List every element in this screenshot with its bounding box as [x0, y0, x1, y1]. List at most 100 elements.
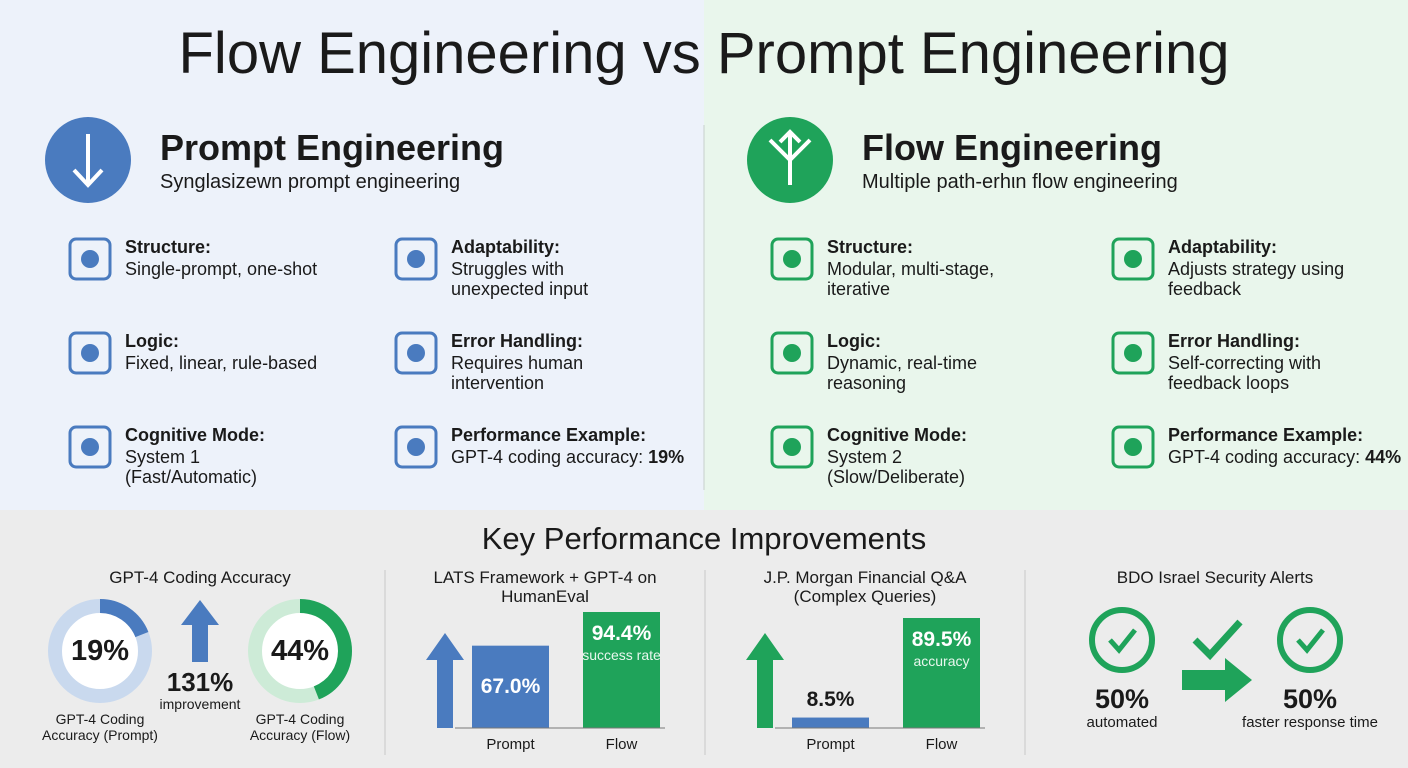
item-icon — [394, 237, 438, 281]
item-emphasis: 44% — [1360, 447, 1402, 467]
side-heading: Flow Engineering — [862, 127, 1163, 168]
section-title: Key Performance Improvements — [481, 521, 927, 556]
item-label: Error Handling: — [451, 331, 584, 351]
left-bg — [0, 0, 704, 510]
bar-note: success rate — [582, 647, 661, 663]
item-icon — [770, 425, 814, 469]
item-label: Adaptability: — [451, 237, 561, 257]
item-icon — [770, 331, 814, 375]
bar — [792, 717, 869, 728]
item-icon — [81, 438, 99, 456]
panel-title: LATS Framework + GPT-4 on HumanEval — [433, 568, 657, 607]
improvement-label: improvement — [159, 696, 241, 712]
stat-icon — [1277, 607, 1343, 673]
item-icon — [81, 344, 99, 362]
up-arrow — [426, 633, 464, 728]
item-icon — [68, 331, 112, 375]
item-text: Requires human intervention — [451, 353, 584, 394]
item-text: Modular, multi-stage, iterative — [827, 259, 995, 300]
item-label: Logic: — [125, 331, 179, 351]
stat-value: 50% — [1282, 684, 1338, 714]
right-bg — [704, 0, 1408, 510]
item-label: Structure: — [125, 237, 212, 257]
item-icon — [783, 344, 801, 362]
item-text: Adjusts strategy using feedback — [1168, 259, 1345, 300]
up-arrow — [746, 633, 784, 728]
item-icon — [783, 438, 801, 456]
x-label: Prompt — [486, 736, 535, 753]
panel-title: J.P. Morgan Financial Q&A (Complex Queri… — [763, 568, 967, 607]
item-label: Performance Example: — [451, 425, 647, 445]
donut-arc — [248, 599, 352, 703]
bar-label: 67.0% — [480, 674, 541, 698]
item-text: Struggles with unexpected input — [451, 259, 589, 300]
x-label: Prompt — [806, 736, 855, 753]
item-icon — [407, 438, 425, 456]
item-icon — [1111, 425, 1155, 469]
item-label: Adaptability: — [1168, 237, 1278, 257]
stat-caption: automated — [1086, 714, 1158, 731]
item-label: Cognitive Mode: — [827, 425, 967, 445]
item-icon — [68, 237, 112, 281]
item-text: Single-prompt, one-shot — [125, 259, 318, 279]
item-label: Logic: — [827, 331, 881, 351]
item-icon — [1111, 331, 1155, 375]
item-icon — [783, 250, 801, 268]
stat-icon — [1296, 628, 1325, 654]
item-icon — [407, 344, 425, 362]
donut-arc — [48, 599, 152, 703]
item-label: Structure: — [827, 237, 914, 257]
check — [1192, 619, 1243, 661]
item-label: Cognitive Mode: — [125, 425, 265, 445]
right-arrow — [1182, 658, 1252, 702]
stat-icon — [1108, 628, 1137, 654]
item-icon — [394, 425, 438, 469]
stat-caption: faster response time — [1242, 714, 1378, 731]
bar-label: 89.5% — [911, 628, 972, 651]
item-icon — [770, 237, 814, 281]
side-heading: Prompt Engineering — [160, 127, 505, 168]
bar — [472, 645, 549, 728]
side-subtitle: Synglasizewn prompt engineering — [160, 171, 461, 193]
x-label: Flow — [605, 736, 638, 753]
item-icon — [1124, 250, 1142, 268]
item-icon — [1124, 438, 1142, 456]
item-icon — [81, 250, 99, 268]
item-label: Performance Example: — [1168, 425, 1364, 445]
bottom-bg — [0, 510, 1408, 768]
bar — [903, 618, 980, 728]
bar-label: 8.5% — [806, 687, 855, 711]
icon-glyph — [72, 134, 104, 188]
item-text: GPT-4 coding accuracy: 19% — [451, 447, 685, 467]
bar — [583, 612, 660, 728]
donut-caption: GPT-4 Coding Accuracy (Prompt) — [42, 711, 158, 743]
bar-note: accuracy — [913, 653, 970, 669]
item-icon — [1124, 344, 1142, 362]
item-text: Dynamic, real-time reasoning — [827, 353, 978, 394]
bar-label: 94.4% — [591, 622, 652, 645]
up-arrow — [181, 600, 219, 662]
item-text: GPT-4 coding accuracy: 44% — [1168, 447, 1402, 467]
stat-icon — [1089, 607, 1155, 673]
icon-glyph — [768, 129, 812, 185]
side-subtitle: Multiple path-erhιn flow engineering — [862, 171, 1178, 193]
item-icon — [407, 250, 425, 268]
item-text: Fixed, linear, rule-based — [125, 353, 318, 373]
panel-title: BDO Israel Security Alerts — [1116, 568, 1314, 587]
item-icon — [1111, 237, 1155, 281]
x-label: Flow — [925, 736, 958, 753]
stat-value: 50% — [1094, 684, 1150, 714]
item-icon — [68, 425, 112, 469]
item-text: Self-correcting with feedback loops — [1168, 353, 1322, 394]
item-text: System 2 (Slow/Deliberate) — [827, 447, 966, 488]
donut-label: 19% — [70, 635, 130, 667]
donut-label: 44% — [270, 635, 330, 667]
panel-title: GPT-4 Coding Accuracy — [109, 568, 291, 587]
donut-caption: GPT-4 Coding Accuracy (Flow) — [249, 711, 351, 743]
item-text: System 1 (Fast/Automatic) — [125, 447, 258, 488]
improvement-value: 131% — [166, 667, 234, 697]
item-label: Error Handling: — [1168, 331, 1301, 351]
title: Flow Engineering vs Prompt Engineering — [178, 21, 1230, 86]
